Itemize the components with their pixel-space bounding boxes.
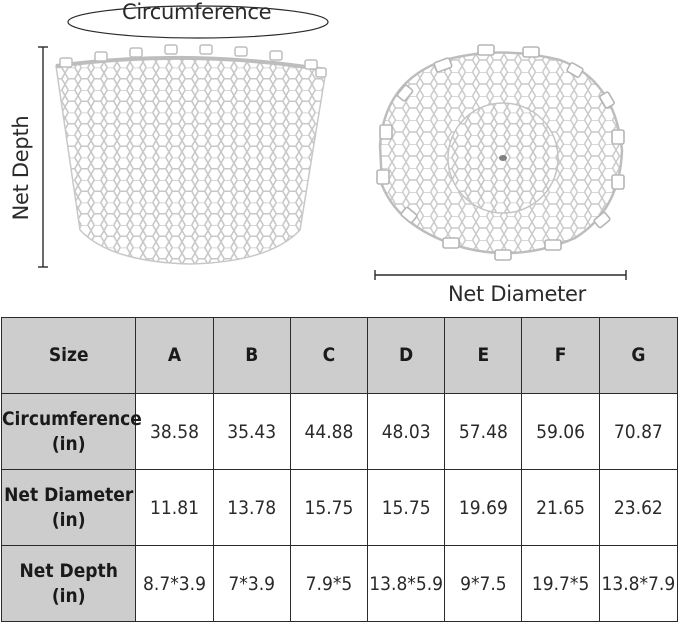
table-cell: 21.65 — [521, 469, 600, 546]
net-depth-row-header: Net Depth (in) — [0, 545, 137, 622]
header-row: Size A B C D E F G — [0, 317, 679, 394]
table-cell: 19.69 — [444, 469, 523, 546]
size-g-header: G — [598, 317, 679, 394]
table-cell: 44.88 — [289, 393, 369, 470]
row-unit: (in) — [51, 584, 86, 607]
table-cell: 7*3.9 — [212, 545, 291, 622]
net-depth-line — [38, 46, 48, 268]
table-cell: 19.7*5 — [521, 545, 600, 622]
table-cell: 13.8*5.9 — [367, 545, 446, 622]
table-cell: 57.48 — [444, 393, 523, 470]
net-diameter-label: Net Diameter — [448, 282, 586, 306]
table-row: Net Diameter (in) 11.81 13.78 15.75 15.7… — [0, 469, 679, 546]
table-cell: 35.43 — [212, 393, 291, 470]
table-cell: 11.81 — [135, 469, 214, 546]
size-e-header: E — [444, 317, 523, 394]
size-header: Size — [0, 317, 137, 394]
size-chart-table: Size A B C D E F G Circumference (in) 38… — [0, 317, 679, 622]
size-b-header: B — [212, 317, 291, 394]
table-cell: 48.03 — [367, 393, 446, 470]
table-cell: 8.7*3.9 — [135, 545, 214, 622]
table-cell: 38.58 — [135, 393, 214, 470]
size-d-header: D — [367, 317, 446, 394]
circumference-label: Circumference — [122, 0, 272, 24]
row-label: Circumference — [2, 407, 142, 430]
circumference-ellipse — [67, 5, 329, 39]
top-view-net — [376, 44, 625, 261]
table-cell: 13.78 — [212, 469, 291, 546]
table-cell: 15.75 — [367, 469, 446, 546]
row-label: Net Depth — [19, 559, 118, 582]
row-unit: (in) — [51, 432, 86, 455]
side-view-net — [55, 44, 327, 265]
table-cell: 23.62 — [598, 469, 679, 546]
circumference-row-header: Circumference (in) — [0, 393, 142, 470]
size-c-header: C — [289, 317, 369, 394]
net-diameter-row-header: Net Diameter (in) — [0, 469, 137, 546]
table-cell: 7.9*5 — [289, 545, 369, 622]
table-cell: 13.8*7.9 — [598, 545, 679, 622]
table-cell: 15.75 — [289, 469, 369, 546]
table-row: Net Depth (in) 8.7*3.9 7*3.9 7.9*5 13.8*… — [0, 545, 679, 622]
row-label: Net Diameter — [4, 483, 134, 506]
net-diameter-line — [374, 270, 627, 280]
table-cell: 9*7.5 — [444, 545, 523, 622]
net-depth-label: Net Depth — [9, 115, 33, 221]
row-unit: (in) — [51, 508, 86, 531]
size-a-header: A — [135, 317, 214, 394]
size-f-header: F — [521, 317, 600, 394]
table-cell: 70.87 — [598, 393, 679, 470]
table-cell: 59.06 — [521, 393, 600, 470]
net-illustration — [38, 5, 627, 280]
table-row: Circumference (in) 38.58 35.43 44.88 48.… — [0, 393, 679, 470]
